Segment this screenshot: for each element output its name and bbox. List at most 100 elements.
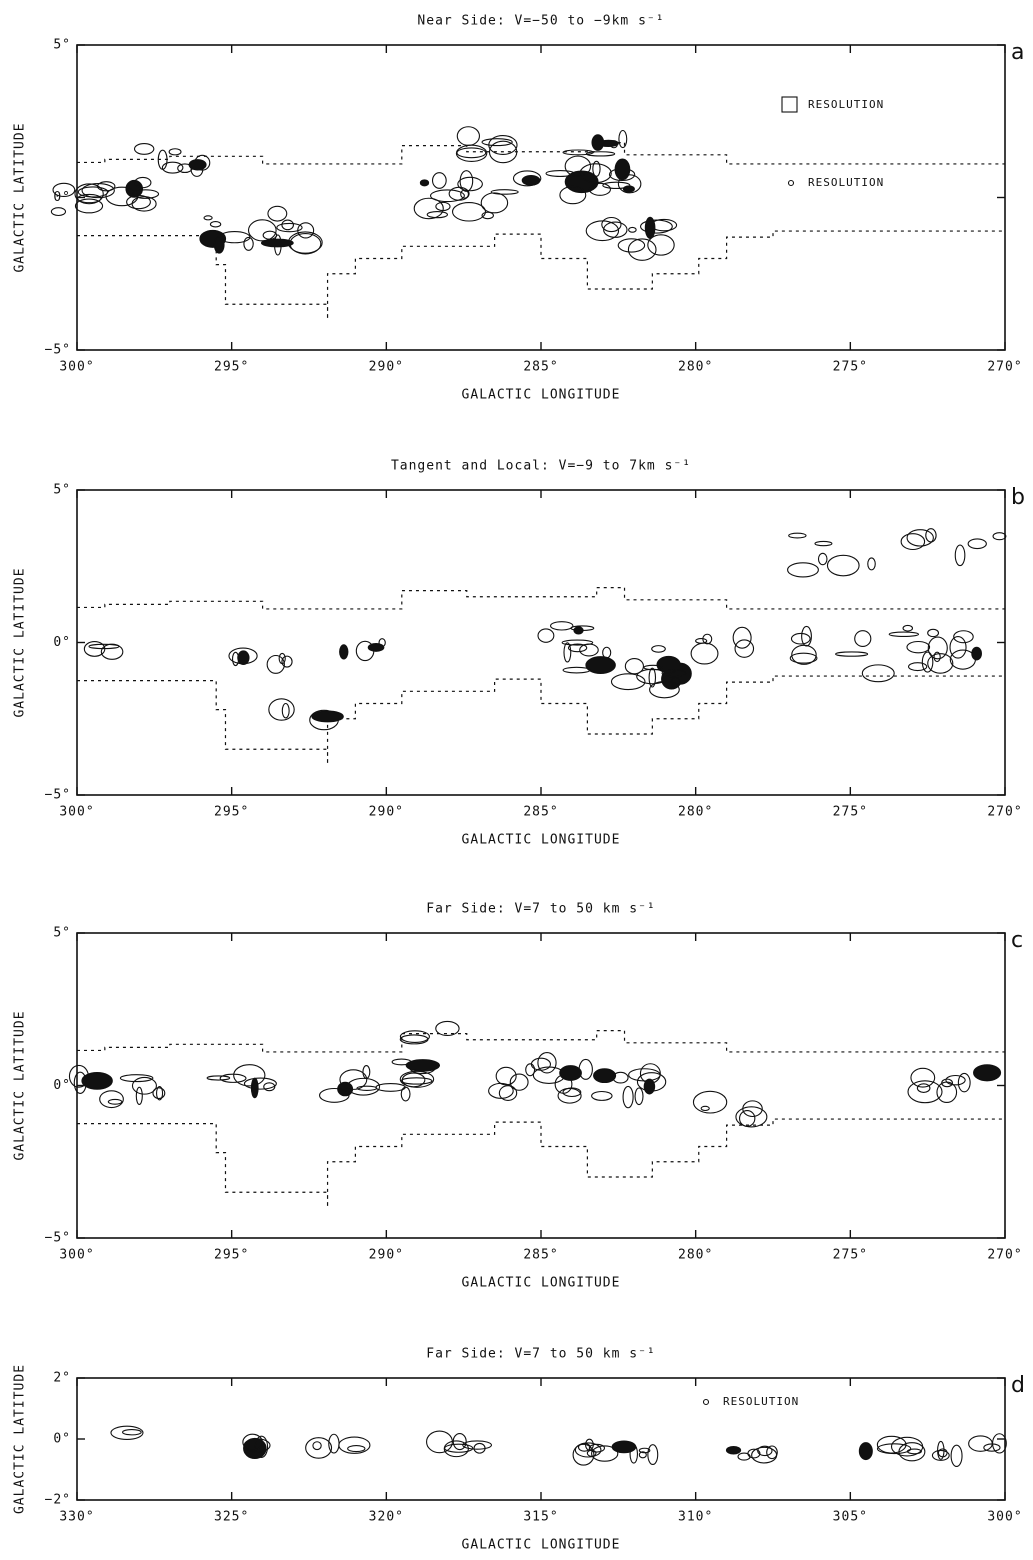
contour-sketch xyxy=(801,625,812,647)
contour-sketch xyxy=(559,1065,582,1081)
contour-sketch xyxy=(481,211,494,220)
resolution-beam xyxy=(781,96,798,113)
contour-sketch xyxy=(133,142,155,155)
contour-sketch xyxy=(110,1425,144,1440)
survey-boundary xyxy=(77,586,1005,610)
contour-sketch xyxy=(498,1085,518,1101)
contour-sketch xyxy=(281,219,295,231)
contour-sketch xyxy=(656,655,681,674)
contour-sketch xyxy=(99,1090,124,1109)
contour-sketch xyxy=(557,1087,582,1104)
contour-sketch xyxy=(592,160,601,177)
contour-sketch xyxy=(609,140,618,149)
panel-letter: d xyxy=(1011,1373,1026,1398)
contour-sketch xyxy=(132,189,160,199)
contour-sketch xyxy=(578,1058,593,1080)
contour-sketch xyxy=(545,169,575,177)
contour-sketch xyxy=(456,147,487,159)
contour-sketch xyxy=(725,1446,742,1455)
contour-sketch xyxy=(983,1443,1001,1452)
contour-sketch xyxy=(448,186,470,201)
contour-sketch xyxy=(817,552,828,566)
x-tick-label: 300° xyxy=(59,805,94,820)
contour-sketch xyxy=(639,219,673,234)
contour-sketch xyxy=(735,1106,768,1128)
contour-sketch xyxy=(732,626,752,649)
contour-sketch xyxy=(319,1087,350,1103)
contour-sketch xyxy=(218,231,251,244)
contour-sketch xyxy=(941,1078,954,1088)
x-tick-label: 290° xyxy=(369,360,404,375)
contour-sketch xyxy=(588,182,611,196)
x-tick-label: 325° xyxy=(214,1510,249,1525)
contour-sketch xyxy=(967,538,987,550)
x-axis-label: GALACTIC LONGITUDE xyxy=(462,1538,621,1553)
contour-sketch xyxy=(826,554,860,577)
x-tick-label: 275° xyxy=(833,1248,868,1263)
resolution-beam xyxy=(787,179,795,187)
contour-sketch xyxy=(610,673,646,691)
contour-sketch xyxy=(281,702,290,719)
x-tick-label: 280° xyxy=(678,805,713,820)
contour-sketch xyxy=(747,1448,761,1459)
contour-sketch xyxy=(399,1030,430,1043)
contour-sketch xyxy=(614,158,631,181)
plot-frame xyxy=(76,44,1006,351)
contour-sketch xyxy=(954,544,966,567)
contour-sketch xyxy=(867,557,876,571)
contour-sketch xyxy=(247,219,277,242)
y-tick-label: 0° xyxy=(53,1078,71,1093)
contour-sketch xyxy=(579,163,612,184)
contour-sketch xyxy=(462,1440,493,1450)
contour-sketch xyxy=(460,189,469,199)
contour-sketch xyxy=(563,642,572,663)
contour-sketch xyxy=(734,639,755,658)
contour-sketch xyxy=(209,220,222,228)
contour-sketch xyxy=(906,640,931,654)
y-axis-label: GALACTIC LATITUDE xyxy=(13,567,28,717)
contour-sketch xyxy=(73,1071,87,1094)
contour-sketch xyxy=(266,654,285,674)
contour-sketch xyxy=(267,205,288,222)
contour-sketch xyxy=(927,653,954,674)
contour-sketch xyxy=(628,1068,661,1082)
panel-title: Tangent and Local: V=−9 to 7km s⁻¹ xyxy=(391,459,691,474)
contour-sketch xyxy=(156,1085,164,1101)
plot-frame xyxy=(76,932,1006,1239)
contour-sketch xyxy=(973,1064,1002,1082)
contour-sketch xyxy=(537,1051,557,1074)
x-tick-label: 290° xyxy=(369,1248,404,1263)
contour-sketch xyxy=(135,1086,143,1106)
x-tick-label: 300° xyxy=(59,360,94,375)
contour-sketch xyxy=(591,1090,613,1101)
contour-sketch xyxy=(835,651,869,657)
contour-sketch xyxy=(790,632,811,645)
contour-sketch xyxy=(213,236,225,254)
x-tick-label: 275° xyxy=(833,360,868,375)
contour-sketch xyxy=(278,652,286,665)
x-axis-label: GALACTIC LONGITUDE xyxy=(462,833,621,848)
contour-sketch xyxy=(426,1430,453,1454)
contour-sketch xyxy=(858,1442,873,1461)
contour-sketch xyxy=(243,236,254,251)
contour-sketch xyxy=(480,192,509,214)
contour-sketch xyxy=(473,1442,486,1454)
y-axis-label: GALACTIC LATITUDE xyxy=(13,122,28,272)
y-tick-label: 0° xyxy=(53,190,71,205)
contour-sketch xyxy=(957,1072,971,1093)
x-axis-label: GALACTIC LONGITUDE xyxy=(462,388,621,403)
contour-sketch xyxy=(757,1445,773,1457)
contour-sketch xyxy=(907,1080,943,1104)
contour-sketch xyxy=(902,624,914,632)
contour-sketch xyxy=(243,1077,277,1090)
contour-sketch xyxy=(585,656,616,675)
x-tick-label: 315° xyxy=(523,1510,558,1525)
contour-sketch xyxy=(638,1447,651,1454)
y-tick-label: −5° xyxy=(45,788,71,803)
contour-sketch xyxy=(451,202,487,222)
contour-sketch xyxy=(362,1064,371,1079)
contour-sketch xyxy=(670,676,681,688)
contour-sketch xyxy=(254,1435,269,1458)
x-tick-label: 295° xyxy=(214,360,249,375)
contour-sketch xyxy=(593,1068,617,1084)
